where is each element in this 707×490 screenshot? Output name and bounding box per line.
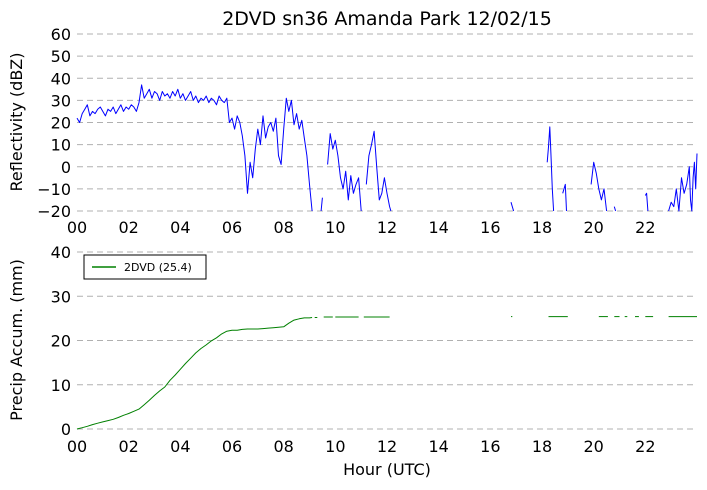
precip-series bbox=[76, 316, 697, 430]
precip-x-tick-label: 10 bbox=[325, 437, 345, 456]
reflectivity-series-line bbox=[562, 183, 567, 212]
reflectivity-y-tick-label: 50 bbox=[51, 47, 71, 66]
reflectivity-x-tick-label: 06 bbox=[222, 218, 242, 237]
reflectivity-x-tick-label: 10 bbox=[325, 218, 345, 237]
reflectivity-gridlines bbox=[77, 33, 697, 212]
precip-y-ticks: 40 30 20 10 0 bbox=[51, 243, 71, 439]
legend: 2DVD (25.4) bbox=[83, 254, 207, 280]
reflectivity-y-axis-label: Reflectivity (dBZ) bbox=[7, 53, 26, 192]
reflectivity-series-line bbox=[76, 84, 313, 212]
precip-x-ticks: 00 02 04 06 08 10 12 14 16 18 20 22 bbox=[67, 437, 656, 456]
reflectivity-x-tick-label: 16 bbox=[480, 218, 500, 237]
reflectivity-series-line bbox=[365, 130, 392, 212]
reflectivity-panel: 60 50 40 30 20 10 0 −10 −20 00 02 04 06 08 10 12 14 16 18… bbox=[7, 25, 698, 237]
precip-y-tick-label: 10 bbox=[51, 376, 71, 395]
reflectivity-x-tick-label: 18 bbox=[532, 218, 552, 237]
reflectivity-series-line bbox=[320, 197, 323, 212]
reflectivity-series bbox=[76, 84, 698, 212]
reflectivity-y-tick-label: 10 bbox=[51, 136, 71, 155]
reflectivity-y-tick-label: 20 bbox=[51, 114, 71, 133]
reflectivity-x-tick-label: 12 bbox=[377, 218, 397, 237]
precip-x-tick-label: 04 bbox=[170, 437, 190, 456]
reflectivity-x-tick-label: 08 bbox=[273, 218, 293, 237]
reflectivity-series-line bbox=[613, 206, 617, 212]
reflectivity-x-tick-label: 04 bbox=[170, 218, 190, 237]
chart-title: 2DVD sn36 Amanda Park 12/02/15 bbox=[222, 8, 552, 30]
reflectivity-y-ticks: 60 50 40 30 20 10 0 −10 −20 bbox=[37, 25, 71, 221]
precip-x-tick-label: 12 bbox=[377, 437, 397, 456]
reflectivity-series-line bbox=[590, 161, 608, 212]
precip-series-line bbox=[76, 317, 313, 430]
precip-x-tick-label: 20 bbox=[583, 437, 603, 456]
reflectivity-y-tick-label: 30 bbox=[51, 91, 71, 110]
reflectivity-series-line bbox=[327, 133, 362, 212]
precip-x-tick-label: 16 bbox=[480, 437, 500, 456]
precip-x-tick-label: 06 bbox=[222, 437, 242, 456]
reflectivity-y-tick-label: −20 bbox=[37, 202, 71, 221]
precip-x-tick-label: 14 bbox=[428, 437, 448, 456]
precip-panel: 40 30 20 10 0 00 02 04 06 08 10 12 14 16 18 20 22 Preci… bbox=[7, 243, 697, 479]
reflectivity-series-line bbox=[668, 153, 698, 212]
precip-x-tick-label: 22 bbox=[635, 437, 655, 456]
reflectivity-x-tick-label: 20 bbox=[583, 218, 603, 237]
reflectivity-x-ticks: 00 02 04 06 08 10 12 14 16 18 20 22 bbox=[67, 218, 656, 237]
legend-label: 2DVD (25.4) bbox=[124, 261, 192, 274]
reflectivity-x-tick-label: 00 bbox=[67, 218, 87, 237]
precip-y-tick-label: 40 bbox=[51, 243, 71, 262]
x-axis-label: Hour (UTC) bbox=[343, 460, 431, 479]
precip-y-tick-label: 20 bbox=[51, 332, 71, 351]
precip-x-tick-label: 08 bbox=[273, 437, 293, 456]
reflectivity-series-line bbox=[546, 126, 555, 212]
reflectivity-y-tick-label: 40 bbox=[51, 69, 71, 88]
reflectivity-y-tick-label: −10 bbox=[37, 180, 71, 199]
reflectivity-x-tick-label: 02 bbox=[118, 218, 138, 237]
precip-y-axis-label: Precip Accum. (mm) bbox=[7, 259, 26, 421]
reflectivity-x-tick-label: 22 bbox=[635, 218, 655, 237]
precip-x-tick-label: 00 bbox=[67, 437, 87, 456]
precip-x-tick-label: 02 bbox=[118, 437, 138, 456]
reflectivity-series-line bbox=[644, 192, 649, 212]
precip-x-tick-label: 18 bbox=[532, 437, 552, 456]
reflectivity-series-line bbox=[510, 202, 515, 212]
precip-y-tick-label: 30 bbox=[51, 287, 71, 306]
reflectivity-x-tick-label: 14 bbox=[428, 218, 448, 237]
precip-y-tick-label: 0 bbox=[61, 420, 71, 439]
reflectivity-y-tick-label: 0 bbox=[61, 158, 71, 177]
precip-gridlines bbox=[77, 251, 697, 430]
reflectivity-y-tick-label: 60 bbox=[51, 25, 71, 44]
